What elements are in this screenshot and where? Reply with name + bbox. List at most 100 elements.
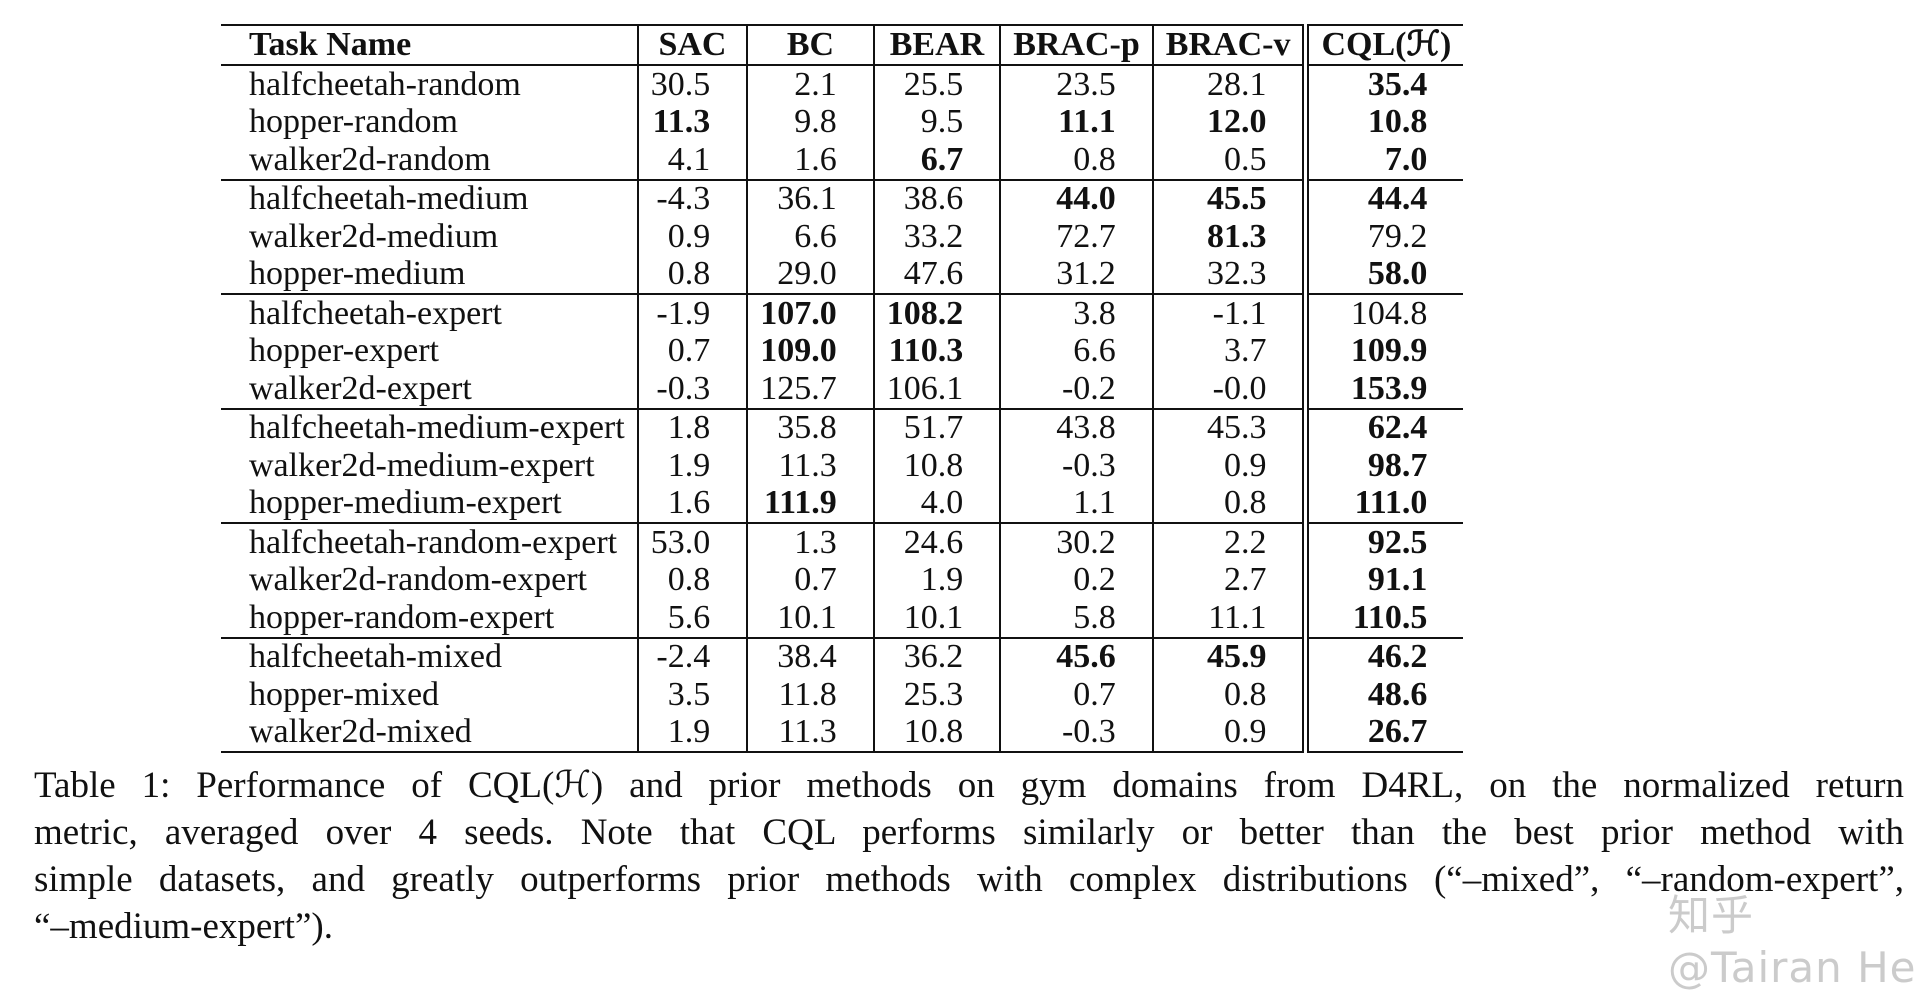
task-name-cell: hopper-random-expert [249,598,555,636]
cql-value-cell: 26.7 [1302,713,1464,752]
task-name-cell: walker2d-mixed [249,713,472,751]
sac-value-cell: 0.8 [636,255,748,294]
sac-value-cell: 30.5 [636,65,748,104]
task-name-cell: halfcheetah-expert [221,293,638,333]
brac-v-value-cell: 0.8 [1151,484,1306,523]
bc-value-cell: 111.9 [746,484,874,523]
bc-value-cell: 10.1 [746,599,874,638]
sac-value-cell: -1.9 [636,293,748,333]
brac-v-value-cell: 0.8 [1151,676,1306,714]
sac-value-cell: -4.3 [636,178,748,218]
bear-value-cell: 10.1 [872,599,1001,638]
table-row: walker2d-expert -0.3 125.7 106.1 -0.2 -0.0 153… [221,369,1464,409]
brac-v-value-cell: -0.0 [1151,370,1306,409]
table-row: halfcheetah-medium-expert 1.8 35.8 51.7 43.8… [221,407,1464,447]
table-row: hopper-medium-expert 1.6 111.9 4.0 1.1 0.8 111… [221,484,1464,523]
brac-v-value-cell: 12.0 [1151,103,1306,141]
bear-value-cell: 25.5 [872,65,1001,104]
task-name-cell: hopper-medium [249,255,466,293]
brac-v-value-cell: 11.1 [1151,599,1306,638]
brac-p-value-cell: 6.6 [999,332,1153,370]
cql-value-cell: 48.6 [1302,676,1464,714]
bear-value-cell: 36.2 [872,636,1001,676]
caption-line-4: “–medium-expert”). [34,906,333,947]
sac-value-cell: 4.1 [636,141,748,180]
watermark: 知乎 @Tairan He [1668,891,1917,992]
brac-p-value-cell: -0.3 [999,447,1153,485]
brac-v-value-cell: 45.5 [1151,178,1306,218]
bear-value-cell: 33.2 [872,218,1001,256]
brac-p-value-cell: 43.8 [999,407,1153,447]
sac-value-cell: 5.6 [636,599,748,638]
bear-value-cell: 108.2 [872,293,1001,333]
bc-value-cell: 109.0 [746,332,874,370]
bear-value-cell: 25.3 [872,676,1001,714]
task-name-cell: walker2d-expert [249,369,472,407]
bear-value-cell: 47.6 [872,255,1001,294]
brac-p-value-cell: -0.2 [999,370,1153,409]
brac-v-value-cell: 2.7 [1151,561,1306,599]
sac-value-cell: 1.9 [636,447,748,485]
sac-value-cell: 3.5 [636,676,748,714]
brac-p-value-cell: 0.7 [999,676,1153,714]
table-row: walker2d-medium 0.9 6.6 33.2 72.7 81.3 79.2 [221,218,1464,256]
bc-value-cell: 11.3 [746,447,874,485]
task-name-cell: walker2d-random [249,140,491,178]
bear-value-cell: 10.8 [872,713,1001,752]
table-header-row: Task Name SAC BC BEAR BRAC-p BRAC-v CQL(… [221,25,1464,66]
brac-v-value-cell: 0.9 [1151,447,1306,485]
table-row: hopper-medium 0.8 29.0 47.6 31.2 32.3 58.0 [221,255,1464,294]
bc-value-cell: 1.3 [746,522,874,562]
caption-line-2: metric, averaged over 4 seeds. Note that… [34,812,1904,853]
brac-p-value-cell: 1.1 [999,484,1153,523]
cql-value-cell: 111.0 [1302,484,1464,523]
sac-value-cell: 11.3 [636,103,748,141]
bc-value-cell: 36.1 [746,178,874,218]
header-brac-p: BRAC-p [999,25,1153,66]
results-table: Task Name SAC BC BEAR BRAC-p BRAC-v CQL(… [221,24,1464,753]
brac-p-value-cell: 5.8 [999,599,1153,638]
bc-value-cell: 11.3 [746,713,874,752]
table-row: halfcheetah-random 30.5 2.1 25.5 23.5 28.1 35.… [221,65,1464,104]
bear-value-cell: 106.1 [872,370,1001,409]
sac-value-cell: 0.8 [636,561,748,599]
brac-v-value-cell: 81.3 [1151,218,1306,256]
table-row: walker2d-random-expert 0.8 0.7 1.9 0.2 2.7 91.… [221,561,1464,599]
brac-p-value-cell: 11.1 [999,103,1153,141]
sac-value-cell: 53.0 [636,522,748,562]
sac-value-cell: 0.9 [636,218,748,256]
cql-value-cell: 104.8 [1302,293,1464,333]
bear-value-cell: 4.0 [872,484,1001,523]
table-row: hopper-mixed 3.5 11.8 25.3 0.7 0.8 48.6 [221,676,1464,714]
cql-value-cell: 44.4 [1302,178,1464,218]
sac-value-cell: 1.8 [636,407,748,447]
brac-p-value-cell: 45.6 [999,636,1153,676]
brac-v-value-cell: 32.3 [1151,255,1306,294]
brac-v-value-cell: 28.1 [1151,65,1306,104]
cql-value-cell: 92.5 [1302,522,1464,562]
header-bear: BEAR [872,25,1001,66]
bc-value-cell: 29.0 [746,255,874,294]
brac-v-value-cell: -1.1 [1151,293,1306,333]
bear-value-cell: 9.5 [872,103,1001,141]
bc-value-cell: 35.8 [746,407,874,447]
table-row: walker2d-mixed 1.9 11.3 10.8 -0.3 0.9 26.7 [221,713,1464,752]
table-row: halfcheetah-medium -4.3 36.1 38.6 44.0 45.5 44… [221,178,1464,218]
bc-value-cell: 11.8 [746,676,874,714]
cql-value-cell: 10.8 [1302,103,1464,141]
table-row: walker2d-medium-expert 1.9 11.3 10.8 -0.3 0.9… [221,447,1464,485]
brac-v-value-cell: 3.7 [1151,332,1306,370]
brac-p-value-cell: 44.0 [999,178,1153,218]
bear-value-cell: 10.8 [872,447,1001,485]
header-sac: SAC [636,25,748,66]
table-row: halfcheetah-mixed -2.4 38.4 36.2 45.6 45.9 46.… [221,636,1464,676]
brac-v-value-cell: 45.3 [1151,407,1306,447]
bear-value-cell: 6.7 [872,141,1001,180]
brac-p-value-cell: 72.7 [999,218,1153,256]
bear-value-cell: 51.7 [872,407,1001,447]
table-row: hopper-expert 0.7 109.0 110.3 6.6 3.7 109.9 [221,332,1464,370]
cql-value-cell: 62.4 [1302,407,1464,447]
brac-p-value-cell: 30.2 [999,522,1153,562]
cql-value-cell: 153.9 [1302,370,1464,409]
bc-value-cell: 9.8 [746,103,874,141]
